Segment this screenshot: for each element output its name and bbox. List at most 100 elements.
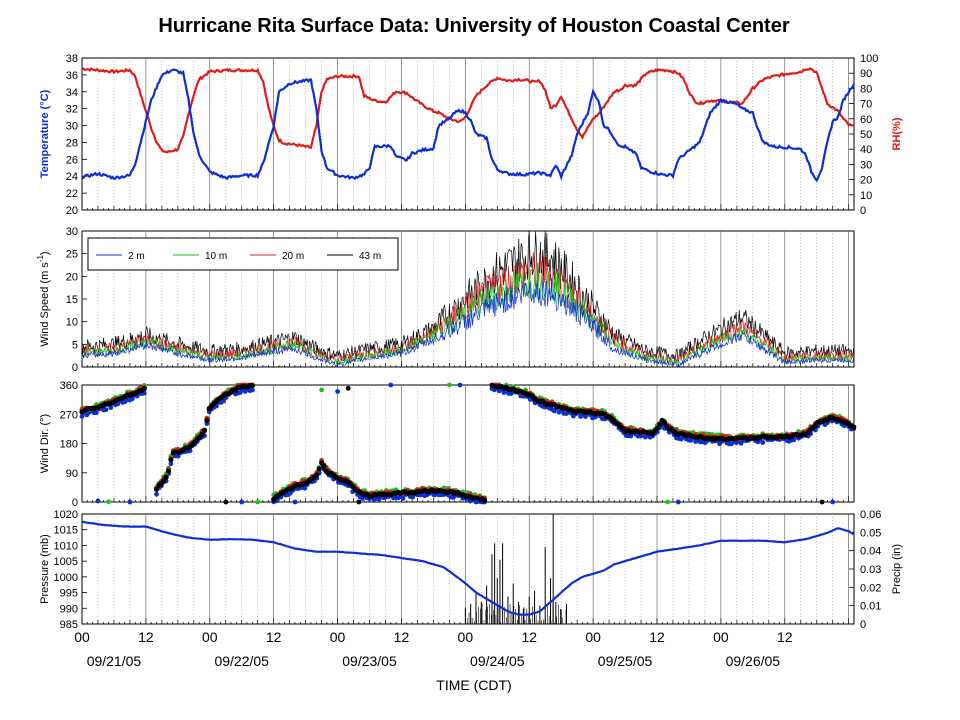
x-hour-tick-label: 12 [777,629,793,645]
wind-speed-2m-line [81,278,854,367]
y2-tick-label: 10 [860,190,872,202]
x-hour-tick-label: 12 [521,629,537,645]
plot-frame [81,57,855,211]
y2-tick-label: 70 [860,99,872,111]
y-tick-label: 26 [66,154,78,166]
temperature-series-line [81,68,855,183]
y-tick-label: 28 [66,137,78,149]
wind-direction-point [473,499,479,505]
x-date-tick-label: 09/26/05 [726,653,781,669]
y2-tick-label: 0.03 [860,564,881,576]
y-tick-label: 1010 [54,540,78,552]
y-tick-label: 990 [60,603,78,615]
wind-direction-point [321,463,327,469]
x-axis: 00 12 00 12 00 12 00 12 00 12 00 12 09/21/05 09/22/05… [74,629,793,669]
x-hour-tick-label: 00 [74,629,90,645]
wind-direction-point [250,387,255,393]
legend-entry: 43 m [359,251,381,262]
y-tick-label: 38 [66,53,78,65]
wind-direction-point [335,389,340,394]
wind-direction-point [665,499,671,505]
y2-tick-label: 50 [860,129,872,141]
wind-direction-point [319,387,324,393]
wind-direction-point [851,424,857,430]
y-tick-label: 360 [60,380,78,392]
x-axis-label: TIME (CDT) [436,677,511,693]
y-tick-label: 36 [66,70,78,82]
legend-entry: 2 m [128,251,145,262]
y-tick-label: 270 [60,409,78,421]
wind-direction-point [314,472,320,478]
wind-speed-legend: 2 m 10 m 20 m 43 m [87,237,399,271]
pressure-precip-panel: 985 990 995 1000 1005 1010 1015 1020 Pressure (m… [39,509,903,631]
wind-direction-point [108,405,114,410]
x-hour-tick-label: 00 [585,629,601,645]
wind-direction-point [249,382,255,389]
x-date-tick-label: 09/25/05 [598,653,653,669]
legend-entry: 20 m [282,251,304,262]
x-hour-tick-label: 00 [713,629,729,645]
y2-tick-label: 100 [860,53,878,65]
y-tick-label: 15 [66,294,78,306]
y-tick-label: 1000 [54,572,78,584]
wind-direction-point [657,421,663,427]
y-tick-label: 24 [66,171,78,183]
y2-tick-label: 0.05 [860,527,881,539]
temperature-rh-panel: 20 22 24 26 28 30 32 34 36 38 Temperature (°C) 0 10 2… [39,53,903,217]
wind-direction-point [106,499,111,505]
wind-direction-point [163,474,169,480]
y2-tick-label: 0.04 [860,546,881,558]
y-tick-label: 20 [66,205,78,217]
wind-direction-point [103,407,109,412]
y2-tick-label: 40 [860,144,872,156]
y2-tick-label: 90 [860,68,872,80]
x-date-tick-label: 09/22/05 [214,653,269,669]
wind-direction-point [661,420,668,426]
x-date-tick-label: 09/24/05 [470,653,525,669]
y-tick-label: 1020 [54,509,78,521]
wind-direction-point [628,433,634,439]
wind-direction-point [201,427,208,433]
wind-direction-point [94,410,99,416]
wind-speed-panel: 0 5 10 15 20 25 30 Wind Speed (m s-1) 2 m 10 m 20 … [36,226,855,374]
wind-direction-point [168,461,174,467]
wind-direction-point [239,499,245,505]
y-tick-label: 1005 [54,556,78,568]
y-tick-label: 1015 [54,525,78,537]
y2-tick-label: 0.06 [860,509,881,521]
y-tick-label: 32 [66,104,78,116]
wind-direction-point [154,491,159,497]
y-tick-label: 0 [72,497,78,509]
wind-direction-point [129,396,135,402]
wind-direction-point [400,496,406,501]
wind-direction-point [153,486,160,492]
wind-direction-point [292,499,298,505]
y2-tick-label: 0 [860,205,866,217]
wind-direction-point [95,498,101,504]
y2-tick-label: 0.01 [860,601,881,613]
rh-axis-label: RH(%) [891,117,903,150]
wind-direction-point [141,385,147,391]
temperature-axis-label: Temperature (°C) [39,89,51,178]
y2-tick-label: 0.02 [860,582,881,594]
wind-direction-point [223,499,229,505]
chart-title: Hurricane Rita Surface Data: University … [158,15,789,37]
x-date-tick-label: 09/23/05 [342,653,397,669]
y-tick-label: 10 [66,317,78,329]
rh-series-line [81,67,855,154]
y-tick-label: 0 [72,362,78,374]
wind-direction-point [204,417,210,424]
y-tick-label: 90 [66,468,78,480]
wind-direction-point [447,382,452,388]
x-hour-tick-label: 12 [649,629,665,645]
y-tick-label: 995 [60,588,78,600]
x-hour-tick-label: 00 [458,629,474,645]
wind-direction-point [127,499,133,505]
wind-direction-point [819,499,825,505]
plot-frame [81,513,855,625]
pressure-series-line [81,520,855,616]
y-tick-label: 22 [66,188,78,200]
pressure-axis-label: Pressure (mb) [39,534,51,604]
wind-direction-point [316,466,322,472]
